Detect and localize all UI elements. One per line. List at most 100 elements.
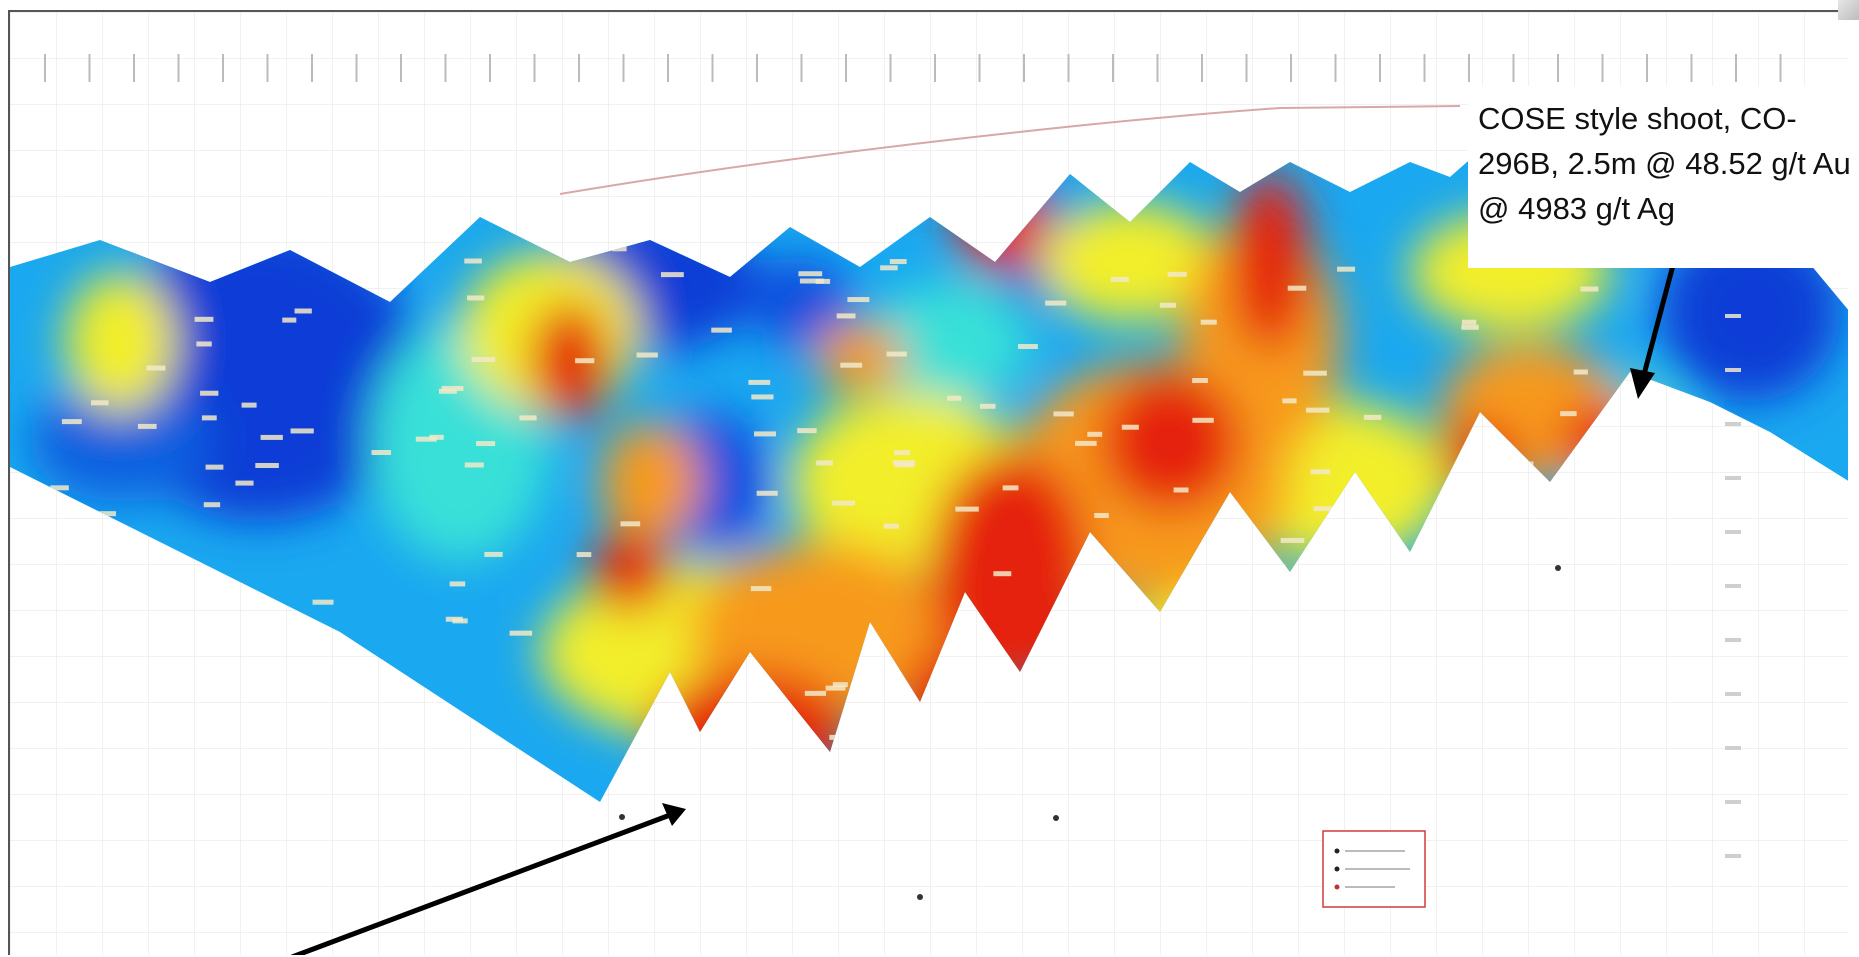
intercept-tag bbox=[1053, 411, 1074, 417]
intercept-tag bbox=[1167, 271, 1187, 277]
intercept-tag bbox=[464, 462, 484, 468]
intercept-tag bbox=[146, 365, 166, 371]
intercept-tag bbox=[754, 431, 776, 437]
legend-box-icon bbox=[1322, 830, 1426, 908]
intercept-tag bbox=[847, 297, 870, 303]
intercept-tag bbox=[90, 400, 109, 406]
intercept-tag bbox=[99, 511, 117, 517]
intercept-tag bbox=[205, 464, 224, 470]
intercept-tag bbox=[1075, 440, 1097, 446]
intercept-tag bbox=[484, 551, 503, 557]
elevation-tick bbox=[1725, 692, 1741, 696]
intercept-tag bbox=[756, 490, 778, 496]
intercept-tag bbox=[1094, 512, 1109, 518]
intercept-tag bbox=[519, 415, 537, 421]
intercept-tag bbox=[979, 403, 996, 409]
intercept-tag bbox=[840, 362, 863, 368]
intercept-tag bbox=[1087, 431, 1103, 437]
intercept-tag bbox=[1287, 285, 1307, 291]
elevation-tick bbox=[1725, 314, 1741, 318]
intercept-tag bbox=[576, 552, 592, 558]
intercept-tag bbox=[575, 358, 595, 364]
elevation-tick bbox=[1725, 746, 1741, 750]
intercept-tag bbox=[464, 258, 482, 264]
intercept-tag bbox=[612, 246, 627, 252]
intercept-tag bbox=[441, 385, 464, 391]
intercept-tag bbox=[429, 434, 444, 440]
intercept-tag bbox=[620, 521, 641, 527]
intercept-tag bbox=[1121, 424, 1139, 430]
intercept-tag bbox=[1017, 344, 1038, 350]
topographic-surface-line bbox=[559, 105, 1461, 195]
intercept-tag bbox=[1303, 370, 1327, 376]
intercept-tag bbox=[1159, 302, 1177, 308]
intercept-tag bbox=[880, 265, 898, 271]
intercept-tag bbox=[804, 690, 827, 696]
intercept-tag bbox=[947, 395, 962, 401]
intercept-tag bbox=[825, 685, 846, 691]
intercept-tag bbox=[260, 434, 283, 440]
intercept-tag bbox=[1306, 407, 1330, 413]
intercept-tag bbox=[955, 506, 979, 512]
intercept-tag bbox=[883, 523, 899, 529]
intercept-tag bbox=[438, 388, 457, 394]
intercept-tag bbox=[1282, 398, 1297, 404]
intercept-tag bbox=[832, 500, 856, 506]
elevation-tick bbox=[1725, 638, 1741, 642]
easting-tick-labels bbox=[44, 54, 1782, 82]
intercept-tag bbox=[798, 271, 823, 277]
intercept-tag bbox=[894, 462, 915, 468]
intercept-tag bbox=[471, 357, 496, 363]
intercept-tag bbox=[993, 571, 1012, 577]
corner-fold bbox=[1838, 0, 1859, 20]
elevation-tick bbox=[1725, 854, 1741, 858]
elevation-tick bbox=[1725, 368, 1741, 372]
intercept-tag bbox=[241, 402, 257, 408]
intercept-tag bbox=[832, 682, 848, 688]
intercept-tag bbox=[893, 450, 911, 456]
intercept-tag bbox=[816, 460, 833, 466]
intercept-tag bbox=[255, 462, 279, 468]
intercept-tag bbox=[50, 485, 69, 491]
intercept-tag bbox=[1461, 324, 1479, 330]
intercept-tag bbox=[371, 450, 392, 456]
intercept-tag bbox=[711, 327, 732, 333]
intercept-tag bbox=[445, 616, 463, 622]
intercept-tag bbox=[200, 390, 219, 396]
intercept-tag bbox=[1580, 286, 1599, 292]
intercept-tag bbox=[1461, 319, 1477, 325]
intercept-tag bbox=[1200, 319, 1217, 325]
elevation-tick-labels bbox=[1725, 260, 1741, 858]
intercept-tag bbox=[660, 272, 684, 278]
intercept-tag bbox=[201, 415, 217, 421]
intercept-tag bbox=[1363, 414, 1382, 420]
intercept-tag bbox=[235, 480, 254, 486]
intercept-tag bbox=[1045, 300, 1067, 306]
intercept-tag bbox=[1313, 506, 1333, 512]
intercept-tag bbox=[1192, 378, 1208, 384]
intercept-tag bbox=[836, 313, 856, 319]
elevation-tick bbox=[1725, 422, 1741, 426]
intercept-tag bbox=[1110, 276, 1129, 282]
intercept-tag bbox=[1573, 369, 1588, 375]
arrow-pointer-icon bbox=[291, 803, 686, 955]
elevation-tick bbox=[1725, 476, 1741, 480]
intercept-tag bbox=[194, 316, 214, 322]
intercept-tag bbox=[1337, 266, 1356, 272]
intercept-tag bbox=[1192, 417, 1214, 423]
elevation-tick bbox=[1725, 584, 1741, 588]
intercept-tag bbox=[1173, 487, 1189, 493]
intercept-tag bbox=[61, 419, 82, 425]
intercept-tag bbox=[137, 423, 157, 429]
elevation-tick bbox=[1725, 530, 1741, 534]
intercept-tag bbox=[886, 351, 907, 357]
intercept-tag bbox=[282, 317, 297, 323]
intercept-tag bbox=[1002, 485, 1019, 491]
intercept-tag bbox=[312, 599, 334, 605]
intercept-tag bbox=[476, 441, 496, 447]
intercept-tag bbox=[1280, 537, 1305, 543]
intercept-tag bbox=[751, 394, 774, 400]
intercept-tag bbox=[1310, 469, 1331, 475]
callout-annotation: COSE style shoot, CO-296B, 2.5m @ 48.52 … bbox=[1468, 86, 1859, 268]
intercept-tag bbox=[449, 581, 466, 587]
